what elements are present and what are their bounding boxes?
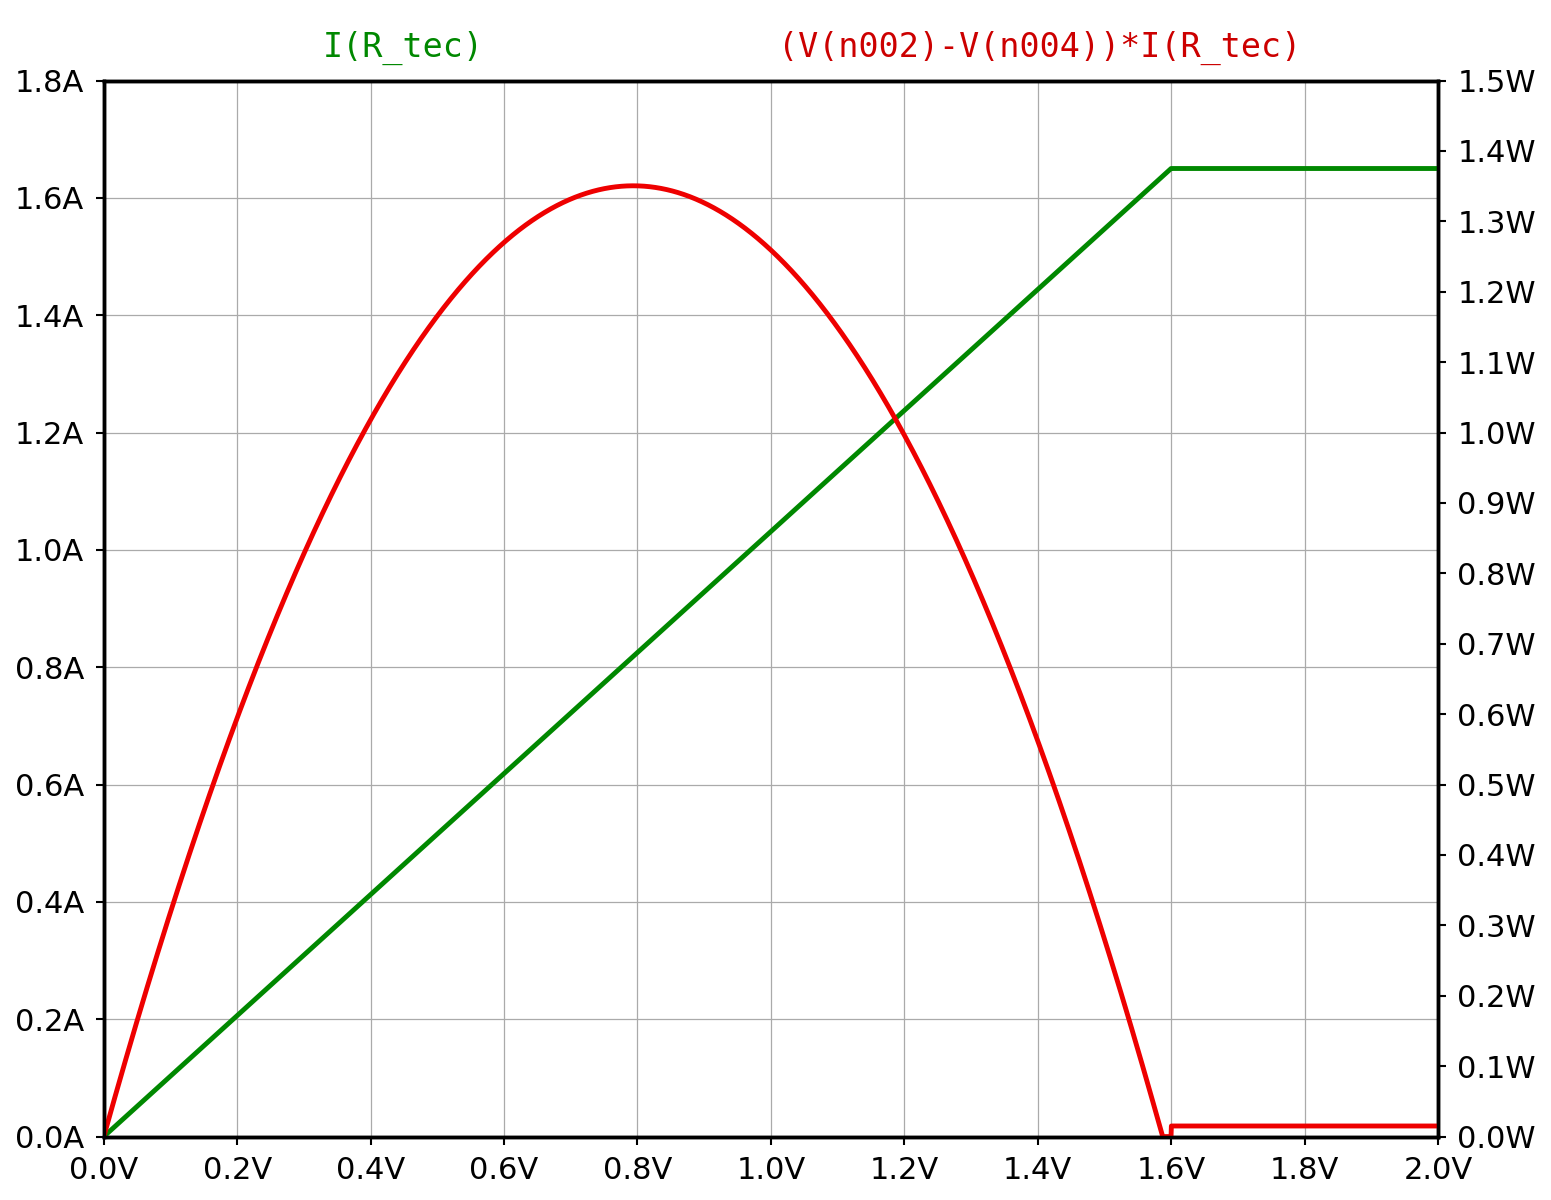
Text: I(R_tec): I(R_tec) [323,31,484,65]
Text: (V(n002)-V(n004))*I(R_tec): (V(n002)-V(n004))*I(R_tec) [777,31,1301,65]
